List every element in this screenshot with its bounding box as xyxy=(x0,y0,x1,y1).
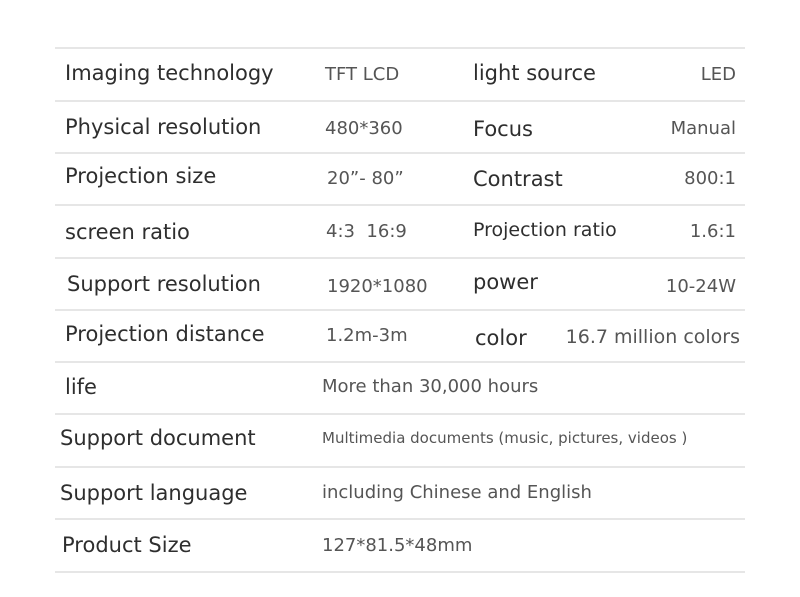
divider xyxy=(55,361,745,363)
spec-label: Support resolution xyxy=(67,272,261,296)
spec-label: Imaging technology xyxy=(65,61,274,85)
spec-label: Focus xyxy=(473,117,533,141)
spec-label: Product Size xyxy=(62,533,192,557)
spec-value: Multimedia documents (music, pictures, v… xyxy=(322,429,688,447)
divider xyxy=(55,204,745,206)
spec-label: Physical resolution xyxy=(65,115,262,139)
spec-label: power xyxy=(473,270,538,294)
spec-value: LED xyxy=(700,64,736,85)
spec-label: Projection size xyxy=(65,164,217,188)
spec-label: light source xyxy=(473,61,596,85)
spec-value: 1.6:1 xyxy=(689,221,736,242)
spec-value: 10-24W xyxy=(665,276,736,297)
spec-value: Manual xyxy=(670,118,736,139)
divider xyxy=(55,100,745,102)
spec-label: color xyxy=(475,326,527,350)
spec-value: 1920*1080 xyxy=(327,276,428,297)
divider xyxy=(55,309,745,311)
divider xyxy=(55,257,745,259)
spec-value: TFT LCD xyxy=(325,64,400,85)
spec-value: 800:1 xyxy=(684,168,736,189)
spec-value: More than 30,000 hours xyxy=(322,376,539,397)
spec-value: including Chinese and English xyxy=(322,482,592,503)
spec-label: life xyxy=(65,375,97,399)
spec-value: 4:3 16:9 xyxy=(326,221,407,242)
spec-label: Support document xyxy=(60,426,256,450)
spec-value: 480*360 xyxy=(325,118,403,139)
divider xyxy=(55,47,745,49)
divider xyxy=(55,571,745,573)
spec-value: 1.2m-3m xyxy=(326,325,408,346)
spec-label: Projection distance xyxy=(65,322,265,346)
divider xyxy=(55,152,745,154)
spec-label: Projection ratio xyxy=(473,219,617,241)
divider xyxy=(55,518,745,520)
spec-value: 16.7 million colors xyxy=(565,326,740,348)
spec-label: screen ratio xyxy=(65,220,190,244)
divider xyxy=(55,413,745,415)
divider xyxy=(55,466,745,468)
spec-label: Contrast xyxy=(473,167,563,191)
spec-value: 20”- 80” xyxy=(327,168,404,189)
spec-value: 127*81.5*48mm xyxy=(322,535,473,556)
spec-label: Support language xyxy=(60,481,248,505)
